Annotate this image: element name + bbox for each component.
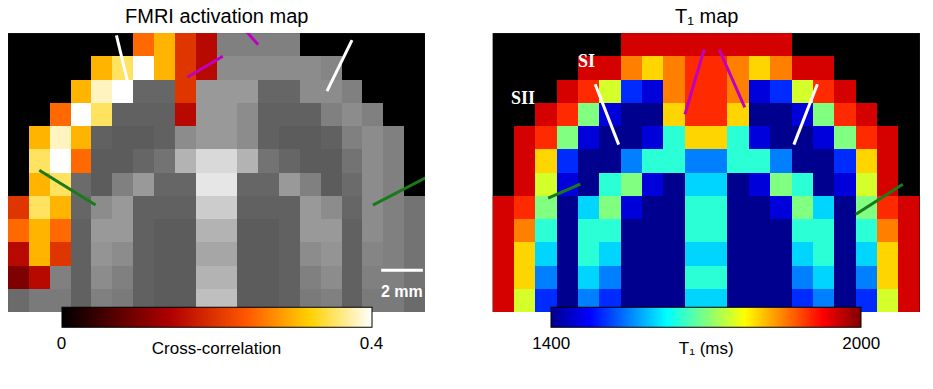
svg-text:1400: 1400 — [532, 334, 570, 353]
svg-text:2 mm: 2 mm — [381, 283, 423, 300]
svg-text:0.4: 0.4 — [360, 334, 384, 353]
svg-text:T₁ map: T₁ map — [675, 5, 738, 27]
svg-text:SI: SI — [578, 51, 595, 71]
svg-text:SII: SII — [511, 88, 535, 108]
svg-text:T₁ (ms): T₁ (ms) — [679, 339, 734, 358]
svg-text:Cross-correlation: Cross-correlation — [152, 339, 281, 358]
svg-text:FMRI activation map: FMRI activation map — [125, 5, 308, 27]
svg-text:0: 0 — [57, 334, 66, 353]
svg-text:2000: 2000 — [842, 334, 880, 353]
